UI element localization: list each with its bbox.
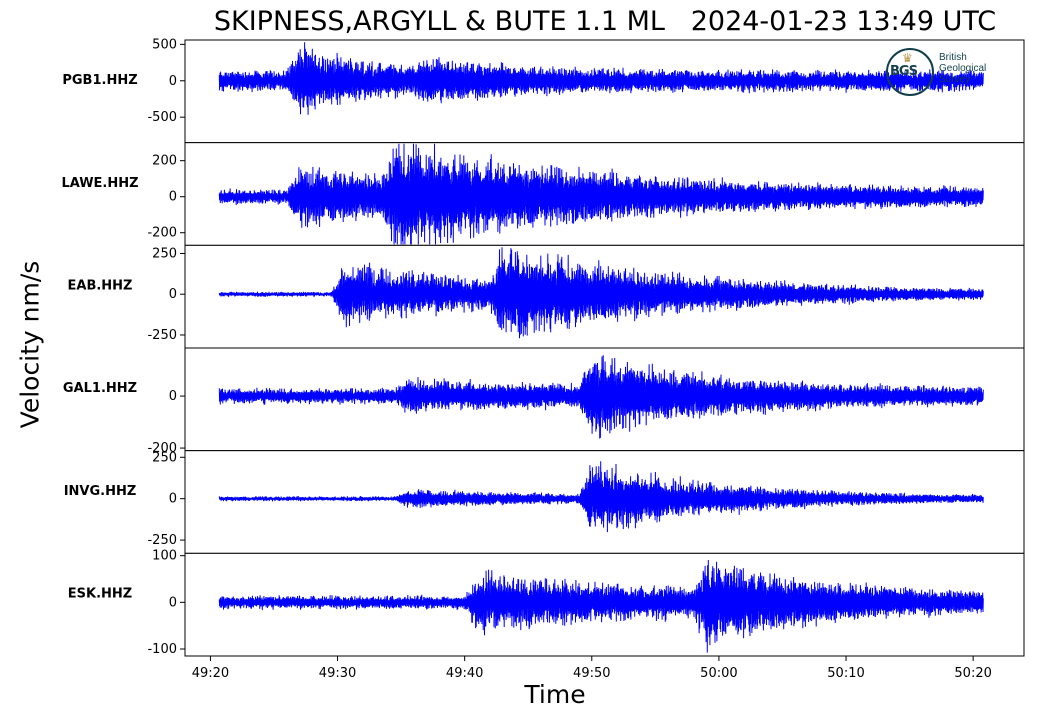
station-label: ESK.HHZ: [68, 586, 132, 601]
x-tick-label: 50:10: [827, 666, 864, 681]
y-tick-label: 0: [169, 389, 177, 404]
y-tick-label: -250: [147, 533, 177, 548]
bgs-logo: ♛ BGS British Geological Survey: [884, 46, 1004, 98]
station-label: PGB1.HHZ: [62, 73, 137, 88]
x-tick-label: 50:00: [700, 666, 737, 681]
logo-text: British Geological Survey: [939, 52, 986, 85]
y-tick-label: -100: [147, 642, 177, 657]
x-tick-label: 49:20: [192, 666, 229, 681]
y-tick-label: 0: [169, 492, 177, 507]
station-label: LAWE.HHZ: [61, 176, 138, 191]
y-tick-label: -250: [147, 328, 177, 343]
y-tick-label: 250: [152, 450, 177, 465]
x-tick-label: 49:40: [446, 666, 483, 681]
waveform-series: [218, 559, 984, 653]
logo-text-line-3: Survey: [939, 74, 971, 85]
y-tick-label: 500: [152, 37, 177, 52]
panel-lawe-hhz: 200 0 -200 LAWE.HHZ: [61, 142, 1025, 246]
panel-gal1-hhz: 0 -200 GAL1.HHZ: [63, 347, 1025, 456]
station-label: GAL1.HHZ: [63, 381, 137, 396]
x-tick-label: 49:50: [573, 666, 610, 681]
y-tick-label: -200: [147, 226, 177, 241]
logo-circle: [886, 48, 934, 96]
waveform-series: [218, 247, 984, 339]
y-tick-label: 0: [169, 190, 177, 205]
station-label: INVG.HHZ: [64, 484, 137, 499]
y-tick-label: 0: [169, 595, 177, 610]
y-tick-label: 0: [169, 74, 177, 89]
x-tick-label: 49:30: [319, 666, 356, 681]
logo-mark: BGS: [890, 64, 918, 79]
logo-text-line-1: British: [939, 52, 967, 63]
chart-title: SKIPNESS,ARGYLL & BUTE 1.1 ML 2024-01-23…: [213, 6, 997, 37]
x-tick-label: 50:20: [954, 666, 991, 681]
y-tick-label: 200: [152, 154, 177, 169]
y-tick-label: -500: [147, 110, 177, 125]
panel-eab-hhz: 250 0 -250 EAB.HHZ: [68, 244, 1025, 349]
y-tick-label: 0: [169, 287, 177, 302]
x-axis-label: Time: [524, 680, 586, 709]
waveform-series: [218, 355, 984, 439]
station-label: EAB.HHZ: [68, 278, 133, 293]
panel-esk-hhz: 100 0 -100 ESK.HHZ: [68, 549, 1025, 657]
y-tick-label: 250: [152, 246, 177, 261]
crown-icon: ♛: [902, 51, 913, 65]
waveform-series: [218, 461, 984, 533]
waveform-series: [218, 143, 984, 245]
waveform-series: [218, 42, 984, 115]
panel-pgb1-hhz: 500 0 -500 PGB1.HHZ: [62, 37, 1025, 144]
y-tick-label: 100: [152, 549, 177, 564]
panel-invg-hhz: 250 0 -250 INVG.HHZ: [64, 450, 1025, 554]
logo-text-line-2: Geological: [939, 63, 987, 74]
y-tick-label: -200: [147, 441, 177, 456]
